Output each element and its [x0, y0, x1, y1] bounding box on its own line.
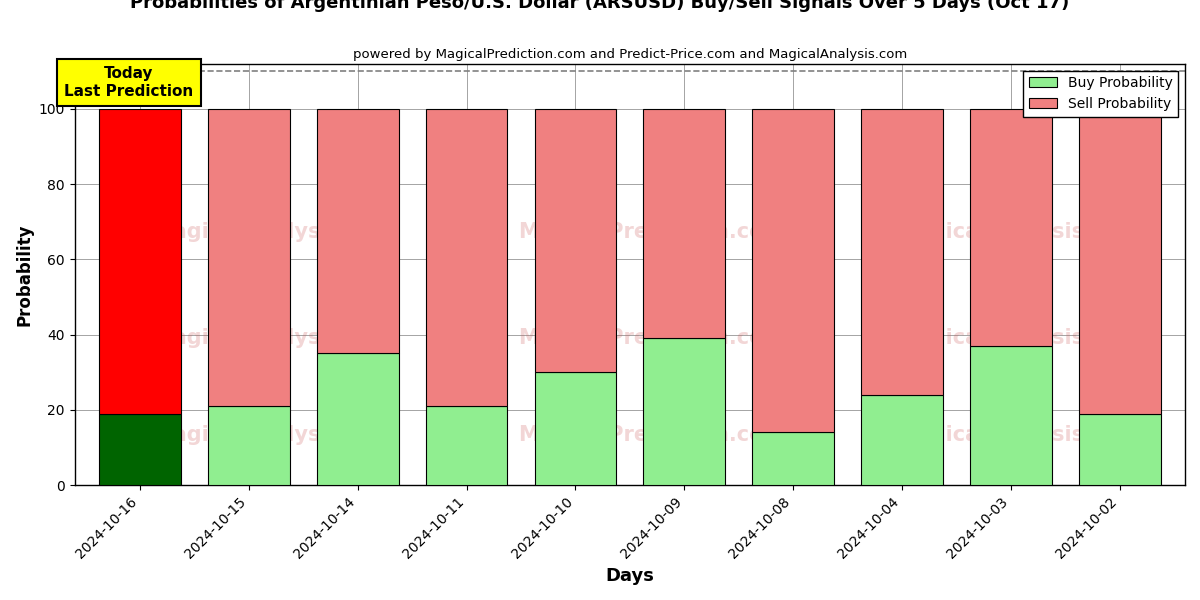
Title: powered by MagicalPrediction.com and Predict-Price.com and MagicalAnalysis.com: powered by MagicalPrediction.com and Pre… [353, 48, 907, 61]
Bar [970, 109, 1051, 346]
Text: MagicalPrediction.com: MagicalPrediction.com [518, 425, 786, 445]
Y-axis label: Probability: Probability [16, 223, 34, 326]
Bar [100, 413, 181, 485]
Bar [208, 109, 289, 406]
Bar [752, 433, 834, 485]
Bar [862, 109, 943, 395]
Text: MagicalPrediction.com: MagicalPrediction.com [518, 328, 786, 347]
Bar [426, 109, 508, 406]
Text: MagicalPrediction.com: MagicalPrediction.com [518, 222, 786, 242]
Bar [534, 109, 617, 372]
Bar [643, 109, 725, 338]
Text: MagicalAnalysis.com: MagicalAnalysis.com [896, 328, 1141, 347]
Legend: Buy Probability, Sell Probability: Buy Probability, Sell Probability [1024, 70, 1178, 116]
Bar [317, 109, 398, 353]
Bar [317, 353, 398, 485]
Text: MagicalAnalysis.com: MagicalAnalysis.com [152, 328, 397, 347]
Text: MagicalAnalysis.com: MagicalAnalysis.com [896, 425, 1141, 445]
X-axis label: Days: Days [605, 567, 654, 585]
Bar [1079, 109, 1160, 413]
Text: MagicalAnalysis.com: MagicalAnalysis.com [152, 425, 397, 445]
Bar [752, 109, 834, 433]
Bar [426, 406, 508, 485]
Bar [643, 338, 725, 485]
Bar [100, 109, 181, 413]
Bar [534, 372, 617, 485]
Text: Probabilities of Argentinian Peso/U.S. Dollar (ARSUSD) Buy/Sell Signals Over 5 D: Probabilities of Argentinian Peso/U.S. D… [131, 0, 1069, 12]
Text: MagicalAnalysis.com: MagicalAnalysis.com [896, 222, 1141, 242]
Text: Today
Last Prediction: Today Last Prediction [65, 66, 193, 98]
Bar [970, 346, 1051, 485]
Bar [208, 406, 289, 485]
Text: MagicalAnalysis.com: MagicalAnalysis.com [152, 222, 397, 242]
Bar [862, 395, 943, 485]
Bar [1079, 413, 1160, 485]
